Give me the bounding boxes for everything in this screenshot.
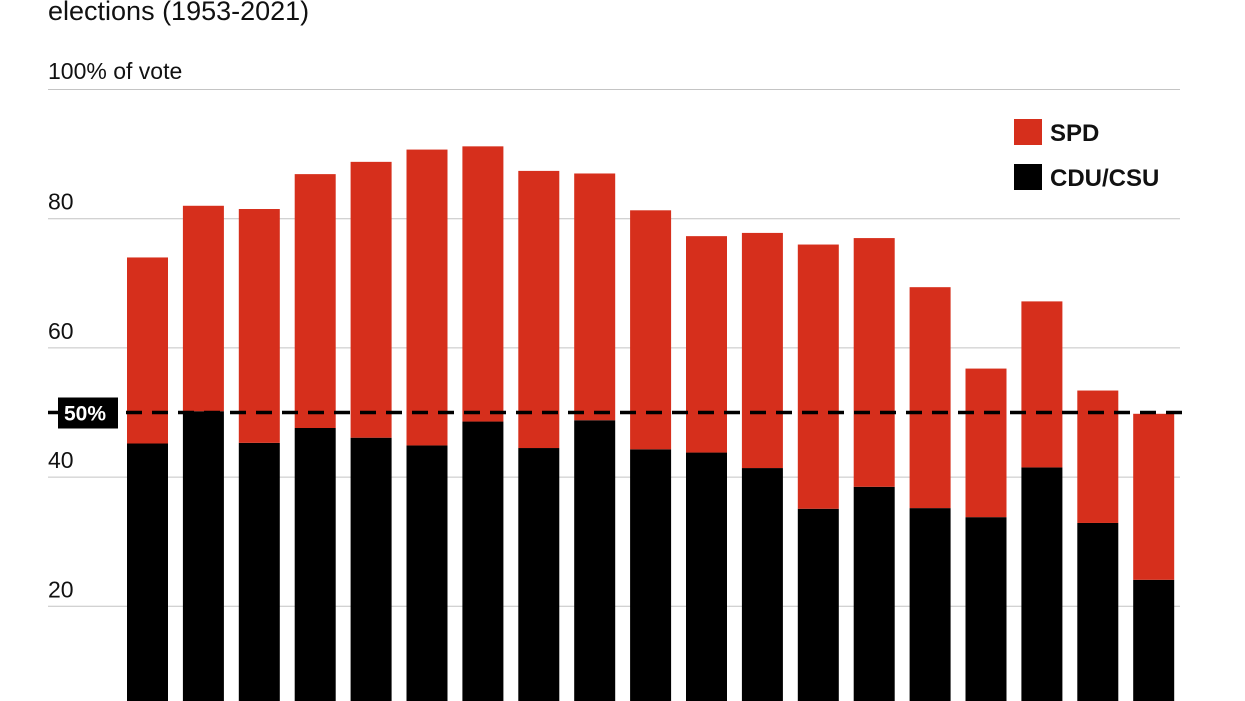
bar-cdu-csu-1983 [574, 420, 616, 701]
bar-cdu-csu-1969 [350, 437, 392, 701]
y-tick-label-20: 20 [48, 576, 74, 602]
y-tick-label-80: 80 [48, 189, 74, 215]
bar-spd-2002 [853, 238, 895, 487]
bar-spd-1983 [574, 173, 616, 421]
y-axis-label: 100% of vote [48, 58, 183, 84]
bar-cdu-csu-1972 [406, 445, 448, 701]
bar-spd-1953 [127, 257, 168, 444]
bar-cdu-csu-2013 [1021, 467, 1063, 701]
bar-spd-2021 [1133, 413, 1175, 580]
bar-cdu-csu-1994 [741, 468, 783, 701]
bar-spd-2017 [1077, 390, 1119, 523]
y-tick-label-40: 40 [48, 447, 74, 473]
bar-spd-1987 [630, 210, 672, 450]
bar-spd-1965 [294, 174, 336, 429]
legend-label-spd: SPD [1050, 120, 1099, 147]
bar-cdu-csu-2005 [909, 508, 951, 701]
bar-spd-1998 [797, 244, 839, 509]
bar-spd-1990 [686, 236, 727, 453]
legend: SPD CDU/CSU [1014, 119, 1159, 192]
bar-spd-1980 [518, 170, 560, 449]
legend-swatch-cdu-csu [1014, 164, 1042, 190]
bar-spd-1961 [238, 209, 280, 443]
bar-spd-2009 [965, 368, 1007, 518]
bar-cdu-csu-1957 [182, 411, 224, 701]
bar-cdu-csu-1987 [630, 449, 672, 701]
bar-spd-1976 [462, 146, 504, 422]
bar-cdu-csu-2009 [965, 517, 1007, 701]
legend-label-cdu-csu: CDU/CSU [1050, 165, 1159, 192]
y-tick-labels: 20 40 60 80 [48, 189, 74, 603]
bar-cdu-csu-2021 [1133, 579, 1175, 701]
bar-spd-1972 [406, 149, 448, 446]
chart-title: elections (1953-2021) [48, 0, 310, 26]
bar-spd-1969 [350, 161, 392, 438]
y-tick-label-60: 60 [48, 318, 74, 344]
bar-spd-2005 [909, 287, 951, 509]
bar-cdu-csu-1961 [238, 442, 280, 701]
bar-cdu-csu-1980 [518, 448, 560, 701]
legend-swatch-spd [1014, 119, 1042, 145]
bar-spd-1994 [741, 232, 783, 469]
bar-cdu-csu-1965 [294, 428, 336, 701]
bar-spd-1957 [182, 205, 224, 412]
reference-label-box [58, 397, 118, 429]
bar-cdu-csu-1998 [797, 508, 839, 701]
bar-spd-2013 [1021, 301, 1063, 468]
bar-cdu-csu-2017 [1077, 522, 1119, 701]
reference-label: 50% [64, 403, 106, 426]
bar-cdu-csu-1953 [127, 443, 168, 701]
bar-cdu-csu-1990 [686, 452, 727, 701]
bars [127, 146, 1175, 701]
reference-line-50: 50% [48, 397, 1188, 429]
bar-cdu-csu-1976 [462, 421, 504, 701]
bar-cdu-csu-2002 [853, 486, 895, 701]
